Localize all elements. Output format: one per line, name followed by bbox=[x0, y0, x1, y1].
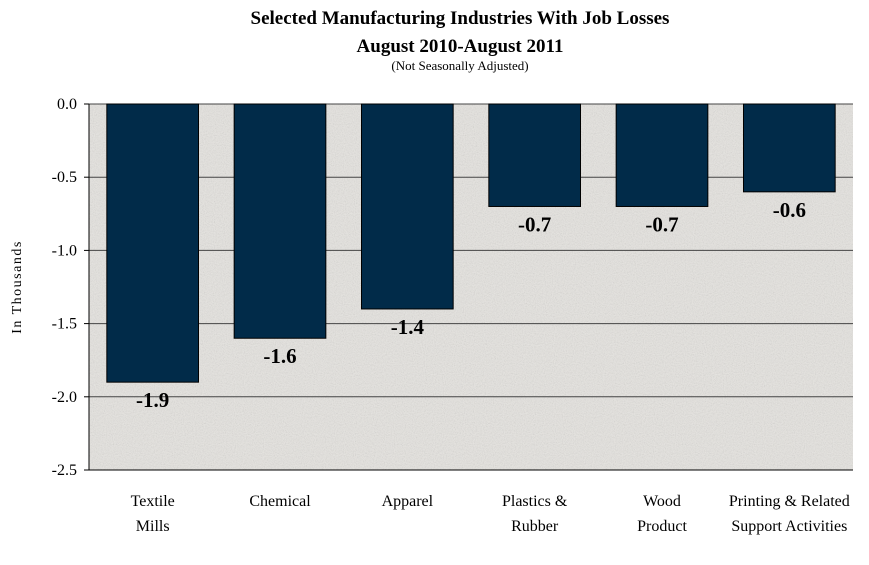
bar bbox=[234, 104, 326, 338]
category-label: Textile Mills bbox=[131, 493, 175, 535]
data-label: -1.9 bbox=[136, 388, 169, 412]
bar bbox=[616, 104, 708, 206]
data-label: -0.7 bbox=[645, 212, 678, 236]
bar bbox=[107, 104, 199, 382]
bar bbox=[361, 104, 453, 309]
category-label: Wood Product bbox=[637, 493, 687, 535]
y-tick-label: -2.5 bbox=[52, 462, 77, 479]
plot-texture bbox=[89, 104, 853, 470]
y-tick-label: -1.0 bbox=[52, 242, 77, 259]
x-axis-categories: Textile Mills Chemical Apparel Plastics & Rub… bbox=[131, 493, 850, 535]
category-label: Printing & Related Support Activities bbox=[729, 493, 850, 535]
category-label: Apparel bbox=[382, 493, 434, 510]
data-label: -0.6 bbox=[773, 198, 806, 222]
category-label: Plastics & Rubber bbox=[502, 493, 568, 535]
data-label: -1.4 bbox=[391, 315, 425, 339]
y-tick-label: -1.5 bbox=[52, 316, 77, 333]
bar bbox=[743, 104, 835, 192]
bar bbox=[489, 104, 581, 206]
chart-title: Selected Manufacturing Industries With J… bbox=[251, 8, 670, 29]
data-label: -1.6 bbox=[263, 344, 296, 368]
data-label: -0.7 bbox=[518, 212, 551, 236]
y-axis-label: In Thousands bbox=[10, 240, 25, 334]
y-tick-label: -2.0 bbox=[52, 389, 77, 406]
chart-subtitle: (Not Seasonally Adjusted) bbox=[391, 58, 528, 73]
y-tick-label: 0.0 bbox=[57, 96, 77, 113]
y-axis-ticks: 0.0 -0.5 -1.0 -1.5 -2.0 -2.5 bbox=[52, 96, 89, 479]
category-label: Chemical bbox=[249, 493, 311, 510]
chart-title-line2: August 2010-August 2011 bbox=[357, 36, 564, 57]
y-tick-label: -0.5 bbox=[52, 169, 77, 186]
